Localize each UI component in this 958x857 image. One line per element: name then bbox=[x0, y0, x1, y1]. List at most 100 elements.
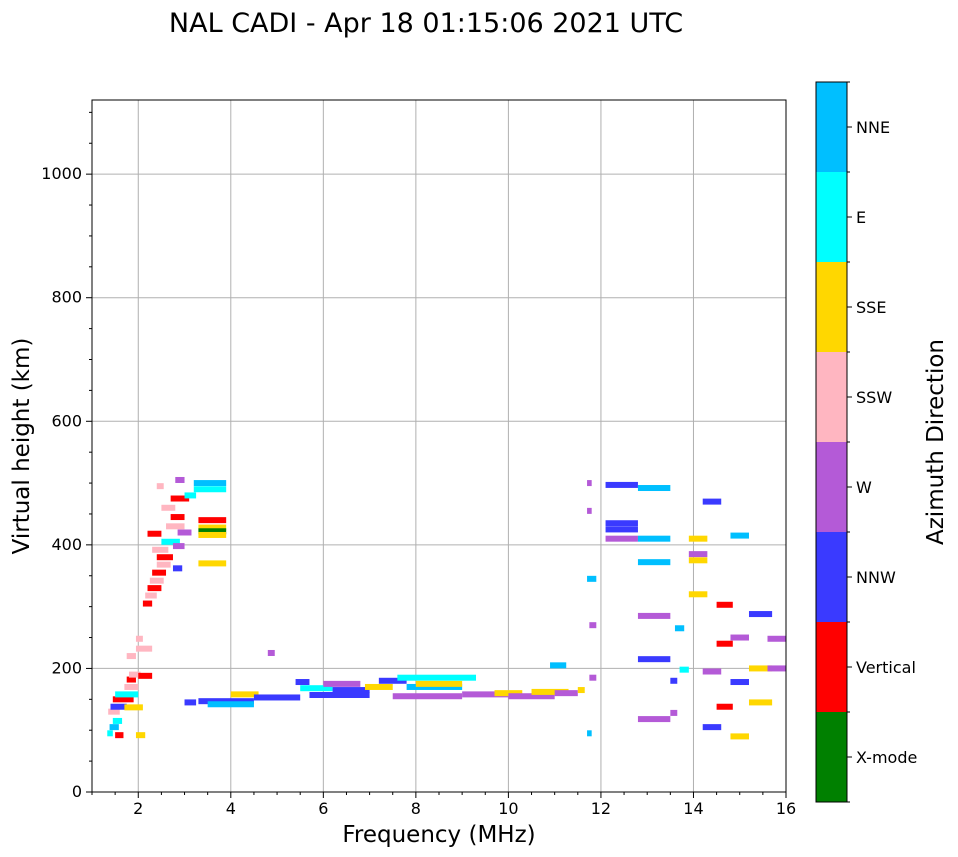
y-tick-label: 800 bbox=[51, 288, 82, 307]
echo-point-nne bbox=[550, 662, 567, 669]
colorbar-label: NNE bbox=[856, 118, 890, 137]
echo-point-ssw bbox=[156, 483, 164, 490]
echo-point-nnw bbox=[702, 724, 722, 731]
x-tick-label: 2 bbox=[133, 799, 143, 818]
echo-point-sse bbox=[688, 591, 708, 598]
echo-point-ssw bbox=[126, 653, 136, 660]
echo-point-sse bbox=[198, 524, 227, 531]
colorbar-swatch-w bbox=[816, 442, 847, 532]
echo-point-e bbox=[184, 492, 197, 499]
echo-point-ssw bbox=[124, 683, 139, 690]
echo-point-ssw bbox=[166, 523, 185, 530]
echo-point-sse bbox=[494, 690, 523, 697]
echo-point-sse bbox=[748, 665, 773, 672]
colorbar-label: Vertical bbox=[856, 658, 916, 677]
echo-point-nnw bbox=[605, 526, 638, 533]
y-tick-label: 600 bbox=[51, 411, 82, 430]
colorbar-swatch-nne bbox=[816, 82, 847, 172]
echo-point-e bbox=[193, 486, 227, 493]
echo-point-vertical bbox=[156, 554, 173, 561]
echo-point-w bbox=[637, 612, 671, 619]
colorbar-label: E bbox=[856, 208, 866, 227]
x-tick-label: 12 bbox=[591, 799, 611, 818]
echo-point-nnw bbox=[605, 520, 638, 527]
colorbar: X-mode Vertical NNW W SSW SSE E NNE bbox=[815, 81, 917, 803]
x-tick-label: 14 bbox=[683, 799, 703, 818]
echo-point-w bbox=[589, 622, 597, 629]
echo-point-w bbox=[688, 551, 708, 558]
echo-point-nnw bbox=[748, 611, 773, 618]
echo-point-vertical bbox=[152, 569, 167, 576]
echo-point-ssw bbox=[161, 504, 176, 511]
echo-point-w bbox=[172, 543, 185, 550]
axis-ticks: 2 4 6 8 10 12 14 16 0 200 400 600 800 1000 bbox=[41, 111, 796, 818]
colorbar-label: SSE bbox=[856, 298, 886, 317]
echo-point-sse bbox=[364, 683, 393, 690]
echo-point-nnw bbox=[110, 703, 127, 710]
echo-point-vertical bbox=[126, 676, 136, 683]
echo-point-sse bbox=[124, 704, 143, 711]
colorbar-label: NNW bbox=[856, 568, 896, 587]
echo-point-w bbox=[175, 476, 185, 483]
echo-point-sse bbox=[688, 557, 708, 564]
echo-point-e bbox=[112, 717, 123, 724]
echo-point-nne bbox=[193, 480, 227, 487]
echo-point-w bbox=[392, 693, 463, 700]
echo-point-nnw bbox=[309, 691, 370, 698]
echo-point-vertical bbox=[716, 703, 733, 710]
echo-point-w bbox=[767, 635, 786, 642]
echo-point-x-mode bbox=[198, 528, 227, 535]
colorbar-swatch-x-mode bbox=[816, 712, 847, 802]
colorbar-swatch-ssw bbox=[816, 352, 847, 442]
echo-point-sse bbox=[198, 560, 227, 567]
echo-point-nne bbox=[674, 625, 685, 632]
echo-point-w bbox=[767, 665, 786, 672]
echo-point-w bbox=[177, 529, 192, 536]
chart-title: NAL CADI - Apr 18 01:15:06 2021 UTC bbox=[169, 8, 683, 39]
echo-point-vertical bbox=[716, 601, 733, 608]
echo-point-nnw bbox=[198, 698, 254, 705]
echo-point-nnw bbox=[253, 694, 301, 701]
echo-point-ssw bbox=[108, 708, 120, 715]
echo-point-vertical bbox=[198, 517, 227, 524]
echo-point-nnw bbox=[605, 481, 638, 488]
x-tick-label: 6 bbox=[318, 799, 328, 818]
echo-point-w bbox=[323, 680, 361, 687]
colorbar-swatch-vertical bbox=[816, 622, 847, 712]
echo-point-nne bbox=[587, 575, 597, 582]
echo-point-w bbox=[554, 690, 578, 697]
echo-point-ssw bbox=[135, 635, 143, 642]
x-tick-label: 16 bbox=[776, 799, 796, 818]
data-points bbox=[107, 476, 786, 740]
echo-point-vertical bbox=[138, 672, 153, 679]
echo-point-nne bbox=[637, 485, 671, 492]
colorbar-swatch-e bbox=[816, 172, 847, 262]
echo-point-sse bbox=[415, 680, 463, 687]
echo-point-sse bbox=[748, 699, 773, 706]
echo-point-w bbox=[462, 691, 509, 698]
grid bbox=[92, 100, 786, 792]
x-tick-label: 8 bbox=[411, 799, 421, 818]
y-tick-label: 400 bbox=[51, 535, 82, 554]
echo-point-w bbox=[267, 649, 275, 656]
echo-point-nnw bbox=[295, 679, 310, 686]
echo-point-sse bbox=[198, 531, 227, 538]
colorbar-title: Azimuth Direction bbox=[923, 339, 949, 545]
echo-point-vertical bbox=[170, 514, 185, 521]
echo-point-vertical bbox=[112, 696, 134, 703]
echo-point-nne bbox=[637, 535, 671, 542]
echo-point-e bbox=[115, 691, 139, 698]
colorbar-label: X-mode bbox=[856, 748, 917, 767]
echo-point-nnw bbox=[730, 679, 749, 686]
echo-point-sse bbox=[531, 688, 569, 695]
echo-point-ssw bbox=[156, 561, 171, 568]
echo-point-nne bbox=[109, 724, 119, 731]
echo-point-vertical bbox=[170, 495, 190, 502]
echo-point-w bbox=[589, 674, 597, 681]
echo-point-w bbox=[730, 634, 749, 641]
y-tick-label: 0 bbox=[72, 782, 82, 801]
echo-point-e bbox=[107, 730, 113, 737]
echo-point-vertical bbox=[142, 600, 153, 607]
echo-point-e bbox=[300, 685, 333, 692]
y-tick-label: 200 bbox=[51, 658, 82, 677]
